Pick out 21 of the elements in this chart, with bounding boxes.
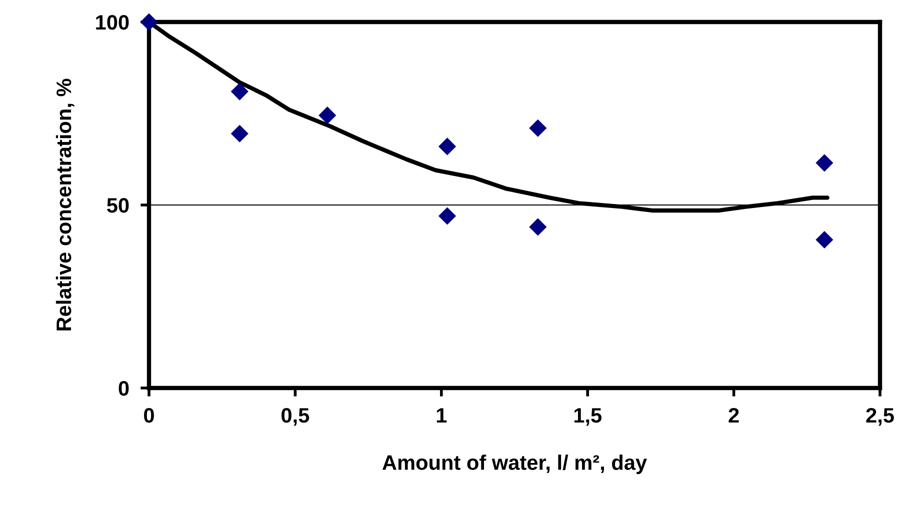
y-axis-title: Relative concentration, % (56, 78, 74, 330)
point (529, 119, 547, 137)
x-tick-label: 2,5 (866, 408, 894, 426)
y-tick-label: 0 (118, 381, 129, 396)
point (230, 124, 248, 142)
x-tick-label: 2 (728, 408, 739, 423)
point (438, 207, 456, 225)
x-tick-label: 1 (436, 408, 447, 423)
point (438, 138, 456, 156)
point (816, 230, 834, 249)
y-tick-label: 50 (107, 198, 129, 213)
x-tick-label: 0,5 (282, 408, 310, 426)
x-axis-title: Amount of water, l/ m², day (382, 454, 647, 474)
x-tick-label: 0 (144, 408, 154, 423)
point (529, 218, 547, 236)
point (318, 106, 336, 124)
point (230, 82, 248, 100)
x-tick-label: 1,5 (574, 408, 602, 426)
y-tick-label: 100 (96, 15, 129, 30)
point (140, 13, 158, 31)
point (816, 154, 834, 172)
